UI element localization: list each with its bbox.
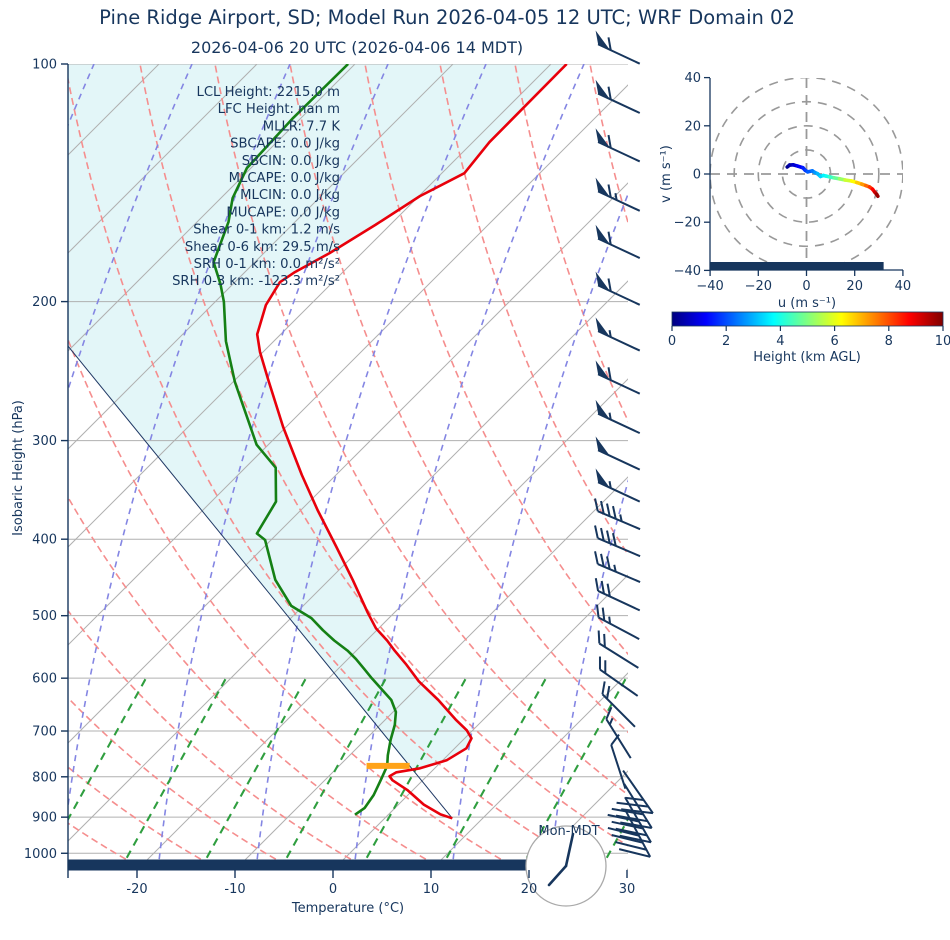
- below-ground-bar: [68, 860, 545, 871]
- colorbar-tick: 2: [722, 334, 730, 349]
- stat-line: LFC Height: nan m: [218, 102, 340, 117]
- colorbar-tick: 0: [668, 334, 676, 349]
- wind-barb: [595, 498, 640, 529]
- hodograph-u-tick: 20: [846, 279, 863, 294]
- x-axis-label: Temperature (°C): [291, 901, 404, 916]
- hodograph-v-tick: 0: [693, 168, 701, 183]
- valid-time-subtitle: 2026-04-06 20 UTC (2026-04-06 14 MDT): [191, 38, 523, 57]
- pressure-tick-label: 300: [32, 434, 57, 449]
- wind-barb: [596, 317, 640, 350]
- surface-time-label: Mon-MDT: [538, 824, 599, 839]
- colorbar-tick: 4: [776, 334, 784, 349]
- wind-barb: [596, 436, 640, 469]
- temperature-tick-label: 0: [329, 882, 337, 897]
- temperature-tick-label: -20: [126, 882, 147, 897]
- temperature-tick-label: 30: [619, 882, 636, 897]
- wind-barb: [600, 657, 638, 696]
- stat-line: MLCIN: 0.0 J/kg: [240, 188, 340, 203]
- stat-line: SBCAPE: 0.0 J/kg: [230, 137, 340, 152]
- wind-barb: [595, 526, 640, 557]
- stat-line: LCL Height: 2215.0 m: [196, 85, 340, 100]
- wind-barb: [596, 80, 640, 113]
- hodograph-u-tick: 40: [895, 279, 912, 294]
- skewt-background-grid: [0, 64, 950, 870]
- hodograph-v-tick: −20: [674, 216, 701, 231]
- wind-barb: [596, 178, 640, 211]
- stat-line: SBCIN: 0.0 J/kg: [242, 154, 340, 169]
- hodograph-y-label: v (m s⁻¹): [659, 145, 674, 203]
- wind-barb: [596, 31, 640, 64]
- y-axis-label: Isobaric Height (hPa): [11, 400, 26, 536]
- stat-line: MUCAPE: 0.0 J/kg: [226, 205, 340, 220]
- hodograph-u-tick: −40: [696, 279, 723, 294]
- pressure-tick-label: 800: [32, 770, 57, 785]
- wind-barb: [596, 468, 640, 501]
- colorbar-tick: 10: [935, 334, 950, 349]
- hodograph-v-tick: 40: [684, 71, 701, 86]
- colorbar-gradient: [672, 312, 943, 326]
- stat-line: SRH 0-3 km: -123.3 m²/s²: [172, 274, 340, 289]
- height-colorbar: 0 2 4 6 8 10: [668, 312, 950, 349]
- hodograph-v-tick: 20: [684, 119, 701, 134]
- wind-barb: [596, 128, 640, 161]
- wind-barb: [596, 272, 640, 305]
- stat-line: SRH 0-1 km: 0.0 m²/s²: [194, 257, 340, 272]
- colorbar-label: Height (km AGL): [753, 350, 861, 365]
- wind-barb-column: [595, 31, 653, 857]
- stat-line: MLLR: 7.7 K: [263, 119, 341, 134]
- temperature-tick-label: 20: [521, 882, 538, 897]
- hodograph-inset: −40−40 −20 −20 0 0 20 20 40 40: [674, 71, 912, 294]
- hodograph-u-tick: 0: [802, 279, 810, 294]
- colorbar-tick: 6: [830, 334, 838, 349]
- stat-line: Shear 0-6 km: 29.5 m/s: [185, 240, 340, 255]
- stat-line: MLCAPE: 0.0 J/kg: [229, 171, 340, 186]
- page-title: Pine Ridge Airport, SD; Model Run 2026-0…: [99, 6, 795, 29]
- hodograph-u-tick: −20: [745, 279, 772, 294]
- pressure-tick-label: 400: [32, 533, 57, 548]
- hodograph-v-tick: −40: [674, 264, 701, 279]
- wind-barb: [597, 605, 639, 639]
- pressure-tick-label: 500: [32, 609, 57, 624]
- pressure-tick-label: 100: [32, 58, 57, 73]
- colorbar-tick: 8: [885, 334, 893, 349]
- stat-line: Shear 0-1 km: 1.2 m/s: [193, 223, 340, 238]
- pressure-tick-label: 600: [32, 672, 57, 687]
- wind-barb: [596, 578, 640, 610]
- hodograph-x-label: u (m s⁻¹): [778, 296, 836, 311]
- temperature-tick-label: 10: [423, 882, 440, 897]
- pressure-tick-label: 200: [32, 295, 57, 310]
- pressure-tick-label: 700: [32, 725, 57, 740]
- temperature-tick-label: -10: [224, 882, 245, 897]
- pressure-tick-label: 1000: [24, 847, 57, 862]
- pressure-tick-label: 900: [32, 811, 57, 826]
- wind-barb: [606, 707, 630, 758]
- hodograph-surface-bar: [710, 262, 884, 270]
- wind-barb: [596, 225, 640, 258]
